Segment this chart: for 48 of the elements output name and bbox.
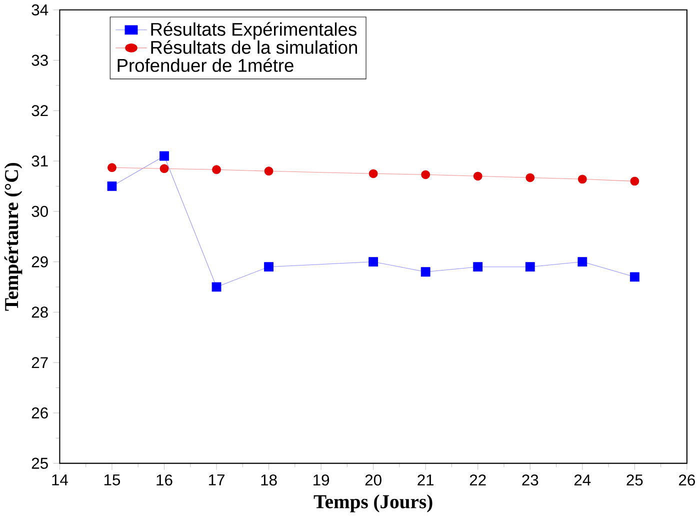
y-axis-title: Tempértaure (°C) bbox=[4, 163, 22, 311]
point bbox=[578, 257, 588, 267]
point bbox=[212, 282, 222, 292]
point bbox=[264, 262, 274, 272]
point bbox=[368, 169, 378, 178]
x-tick-label: 16 bbox=[156, 474, 172, 486]
point bbox=[107, 182, 117, 192]
point bbox=[212, 165, 221, 174]
point bbox=[160, 164, 169, 174]
x-tick-label: 17 bbox=[208, 474, 224, 486]
point bbox=[368, 257, 378, 267]
point bbox=[421, 170, 430, 180]
x-axis-title: Temps (Jours) bbox=[314, 494, 432, 512]
point bbox=[630, 176, 640, 186]
point bbox=[630, 272, 640, 282]
y-tick-label: 33 bbox=[32, 54, 48, 66]
point bbox=[108, 163, 116, 172]
x-tick-label: 20 bbox=[365, 474, 382, 486]
x-tick-label: 23 bbox=[522, 474, 538, 486]
point bbox=[473, 262, 483, 272]
x-tick-label: 18 bbox=[261, 474, 277, 486]
point bbox=[525, 262, 535, 272]
point bbox=[526, 173, 535, 182]
point bbox=[264, 166, 274, 176]
y-tick-label: 30 bbox=[32, 206, 48, 218]
x-tick-label: 19 bbox=[314, 474, 330, 486]
y-tick-label: 31 bbox=[32, 156, 48, 167]
point bbox=[160, 151, 169, 161]
y-tick-label: 28 bbox=[32, 306, 48, 318]
x-tick-label: 26 bbox=[678, 474, 695, 486]
y-tick-label: 32 bbox=[32, 105, 48, 116]
annotation: Profenduer de 1métre bbox=[118, 58, 294, 72]
y-tick-label: 26 bbox=[32, 408, 48, 419]
x-tick-label: 25 bbox=[626, 474, 643, 486]
legend-label: Résultats de la simulation bbox=[151, 40, 357, 54]
point bbox=[578, 174, 587, 184]
point bbox=[420, 267, 430, 277]
x-tick-label: 14 bbox=[52, 474, 68, 486]
x-tick-label: 21 bbox=[418, 474, 434, 486]
y-tick-label: 34 bbox=[32, 4, 48, 16]
legend-label: Résultats Expérimentales bbox=[151, 22, 356, 40]
x-tick-label: 24 bbox=[574, 474, 591, 486]
x-tick-label: 22 bbox=[470, 474, 486, 486]
x-tick-label: 15 bbox=[104, 474, 120, 486]
y-tick-label: 27 bbox=[32, 357, 48, 368]
y-tick-label: 29 bbox=[32, 256, 48, 268]
point bbox=[473, 172, 482, 181]
y-tick-label: 25 bbox=[32, 458, 48, 470]
